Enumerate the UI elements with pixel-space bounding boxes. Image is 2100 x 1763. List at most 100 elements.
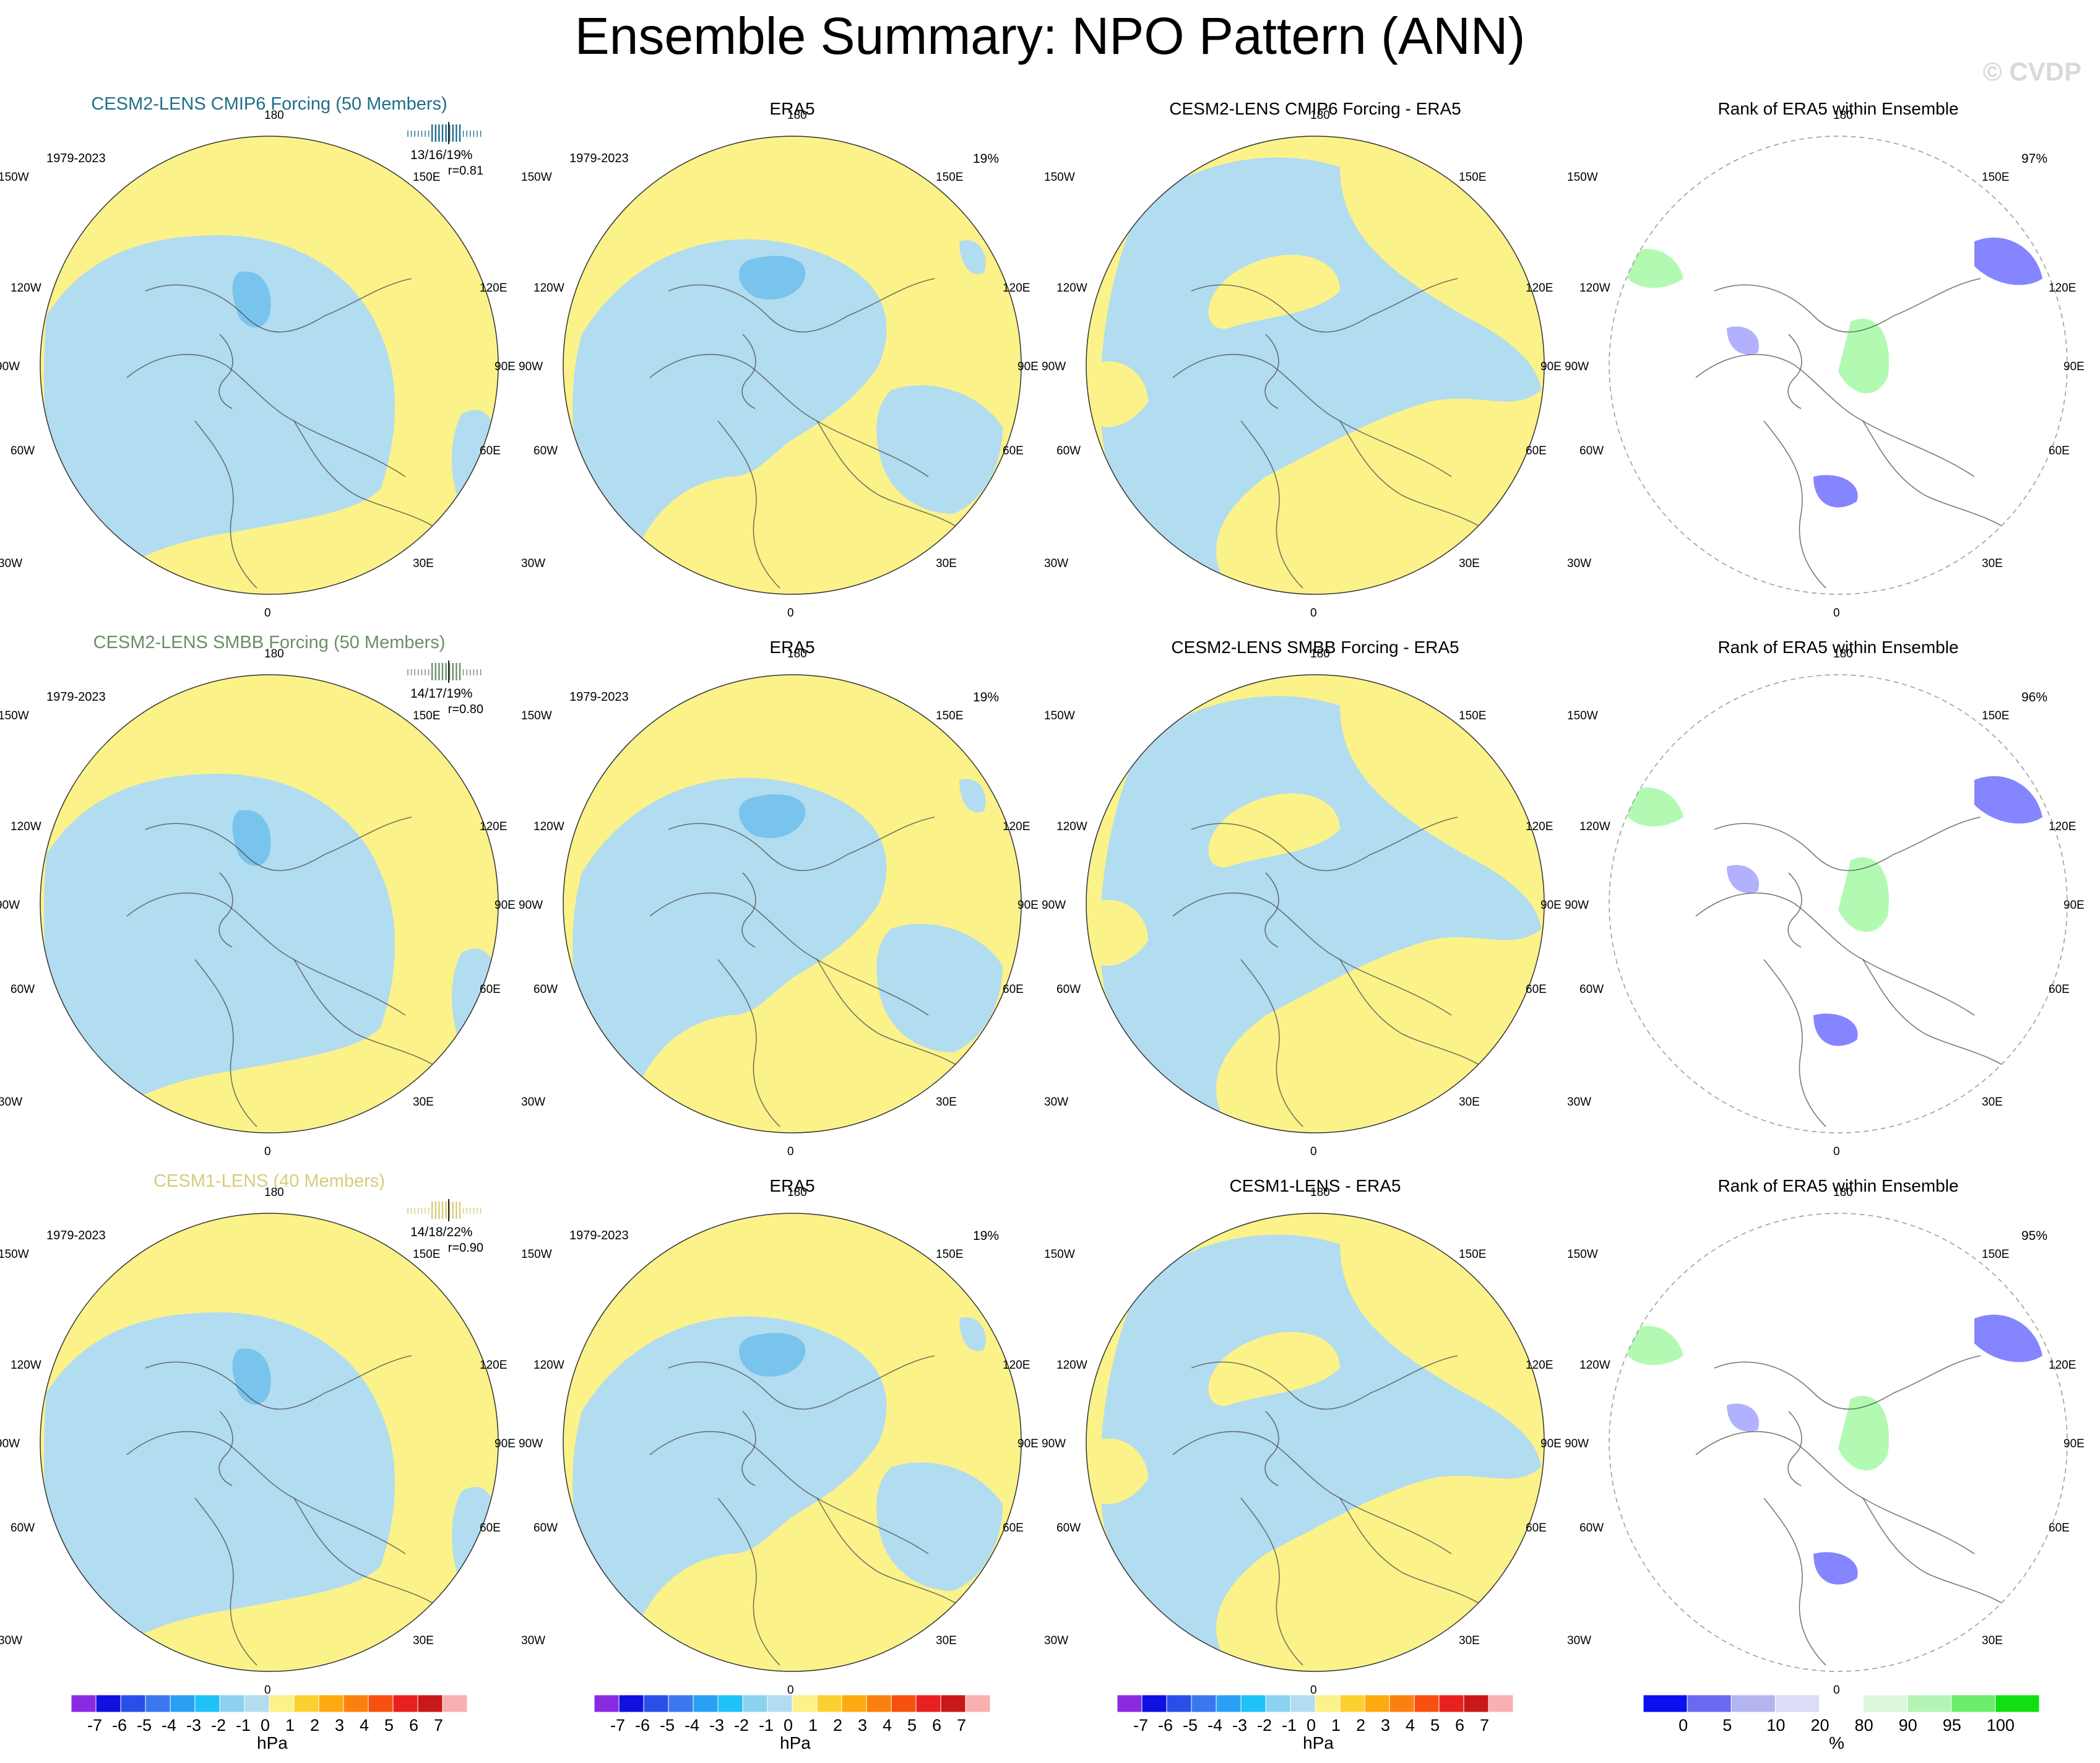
model-polar-map [40,674,499,1133]
obs-contour-region [959,1317,986,1351]
rank-contour-region [1813,1552,1858,1585]
lon-label-top: 180 [787,1186,807,1199]
lon-label-e150: 150E [1459,171,1487,184]
lon-label-w30: 30W [521,557,546,570]
lon-label-e150: 150E [413,1248,441,1261]
obs-contour-region [738,256,806,300]
diff-panel-title: CESM1-LENS - ERA5 [1229,1176,1401,1195]
lon-label-w150: 150W [1567,709,1598,722]
rank-contour-region [1813,1013,1858,1046]
lon-label-top: 180 [787,109,807,122]
lon-label-w150: 150W [0,171,29,184]
colorbar-tick-label: 3 [1381,1716,1391,1735]
colorbar-tick-label: -1 [1282,1716,1297,1735]
diff-contour-region [1208,1332,1340,1406]
colorbar-swatch [1117,1695,1143,1712]
lon-label-bottom: 0 [1310,607,1317,620]
colorbar-swatch [1774,1695,1820,1712]
lon-label-w30: 30W [0,1634,23,1647]
rank-polar-map [1609,1213,2068,1672]
lon-label-w90: 90W [0,899,20,912]
lon-label-w150: 150W [521,171,552,184]
lon-label-bottom: 0 [1833,1145,1840,1158]
colorbar-hpa-bar [1117,1695,1513,1712]
colorbar-swatch [1216,1695,1242,1712]
lon-label-e30: 30E [936,557,957,570]
colorbar-tick-label: 5 [384,1716,394,1735]
lon-label-bottom: 0 [787,607,794,620]
lon-label-e90: 90E [495,1437,516,1450]
colorbar-hpa-bar [594,1695,990,1712]
lon-label-e90: 90E [2063,1437,2085,1450]
colorbar-tick-label: -5 [1183,1716,1198,1735]
lon-label-e60: 60E [1003,983,1024,996]
colorbar-swatch [269,1695,295,1712]
obs-variance-pct: 19% [973,1229,1000,1243]
lon-label-top: 180 [1833,109,1853,122]
diff-polar-map [1086,136,1545,595]
model-pattern-corr: r=0.80 [447,703,483,716]
lon-label-bottom: 0 [264,607,271,620]
colorbar-tick-label: 0 [1679,1716,1688,1735]
colorbar-unit: hPa [257,1733,288,1752]
colorbar-swatch [417,1695,443,1712]
lon-label-e60: 60E [1526,983,1547,996]
lon-label-e30: 30E [413,557,434,570]
diff-contour-region [1208,254,1340,329]
colorbar-swatch [1141,1695,1167,1712]
lon-label-bottom: 0 [264,1684,271,1697]
lon-label-w60: 60W [1056,1522,1081,1535]
obs-contour-region [573,239,887,563]
colorbar-swatch [816,1695,842,1712]
lon-label-e30: 30E [413,1634,434,1647]
lon-label-e90: 90E [2063,360,2085,373]
colorbar-tick-label: -4 [685,1716,700,1735]
diff-panel-title: CESM2-LENS CMIP6 Forcing - ERA5 [1169,99,1461,118]
lon-label-e60: 60E [2049,444,2070,457]
model-variance-pct: 14/18/22% [410,1225,473,1239]
obs-panel-title: ERA5 [769,99,815,118]
obs-contour-region [573,778,887,1102]
model-polar-map [40,1213,499,1672]
lon-label-e60: 60E [480,1522,501,1535]
rank-panel-title: Rank of ERA5 within Ensemble [1718,638,1959,657]
lon-label-w90: 90W [1565,899,1589,912]
colorbar-tick-label: 4 [1406,1716,1415,1735]
colorbar-swatch [1863,1695,1908,1712]
colorbar-tick-label: 2 [310,1716,320,1735]
model-polar-map [40,136,499,595]
colorbar-tick-label: -4 [162,1716,177,1735]
obs-contour-region [876,1462,1003,1591]
lon-label-w90: 90W [1042,360,1066,373]
lon-label-e90: 90E [1540,360,1562,373]
colorbar-tick-label: 5 [1430,1716,1440,1735]
lon-label-w30: 30W [0,557,23,570]
lon-label-bottom: 0 [787,1684,794,1697]
colorbar-tick-label: 1 [1331,1716,1341,1735]
colorbar-swatch [1290,1695,1316,1712]
colorbar-tick-label: 5 [1722,1716,1732,1735]
obs-contour-region [959,779,986,813]
colorbar-swatch [1315,1695,1341,1712]
colorbar-unit: hPa [1303,1733,1334,1752]
diff-contour-region [1100,157,1541,588]
colorbar-tick-label: -2 [1257,1716,1273,1735]
lon-label-e120: 120E [480,820,508,833]
colorbar-swatch [244,1695,270,1712]
colorbar-tick-label: 95 [1942,1716,1961,1735]
lon-label-e60: 60E [1003,1522,1024,1535]
colorbar-tick-label: -1 [759,1716,774,1735]
lon-label-top: 180 [1833,1186,1853,1199]
colorbar-tick-label: -3 [709,1716,725,1735]
lon-label-e60: 60E [2049,1522,2070,1535]
lon-label-e90: 90E [2063,899,2085,912]
lon-label-w30: 30W [1044,1096,1069,1109]
lon-label-w90: 90W [1042,899,1066,912]
lon-label-w90: 90W [1042,1437,1066,1450]
obs-polar-map [563,136,1022,595]
lon-label-e150: 150E [936,1248,964,1261]
lon-label-e90: 90E [495,360,516,373]
lon-label-e150: 150E [413,171,441,184]
colorbar-tick-label: -5 [137,1716,152,1735]
colorbar-tick-label: -2 [734,1716,750,1735]
